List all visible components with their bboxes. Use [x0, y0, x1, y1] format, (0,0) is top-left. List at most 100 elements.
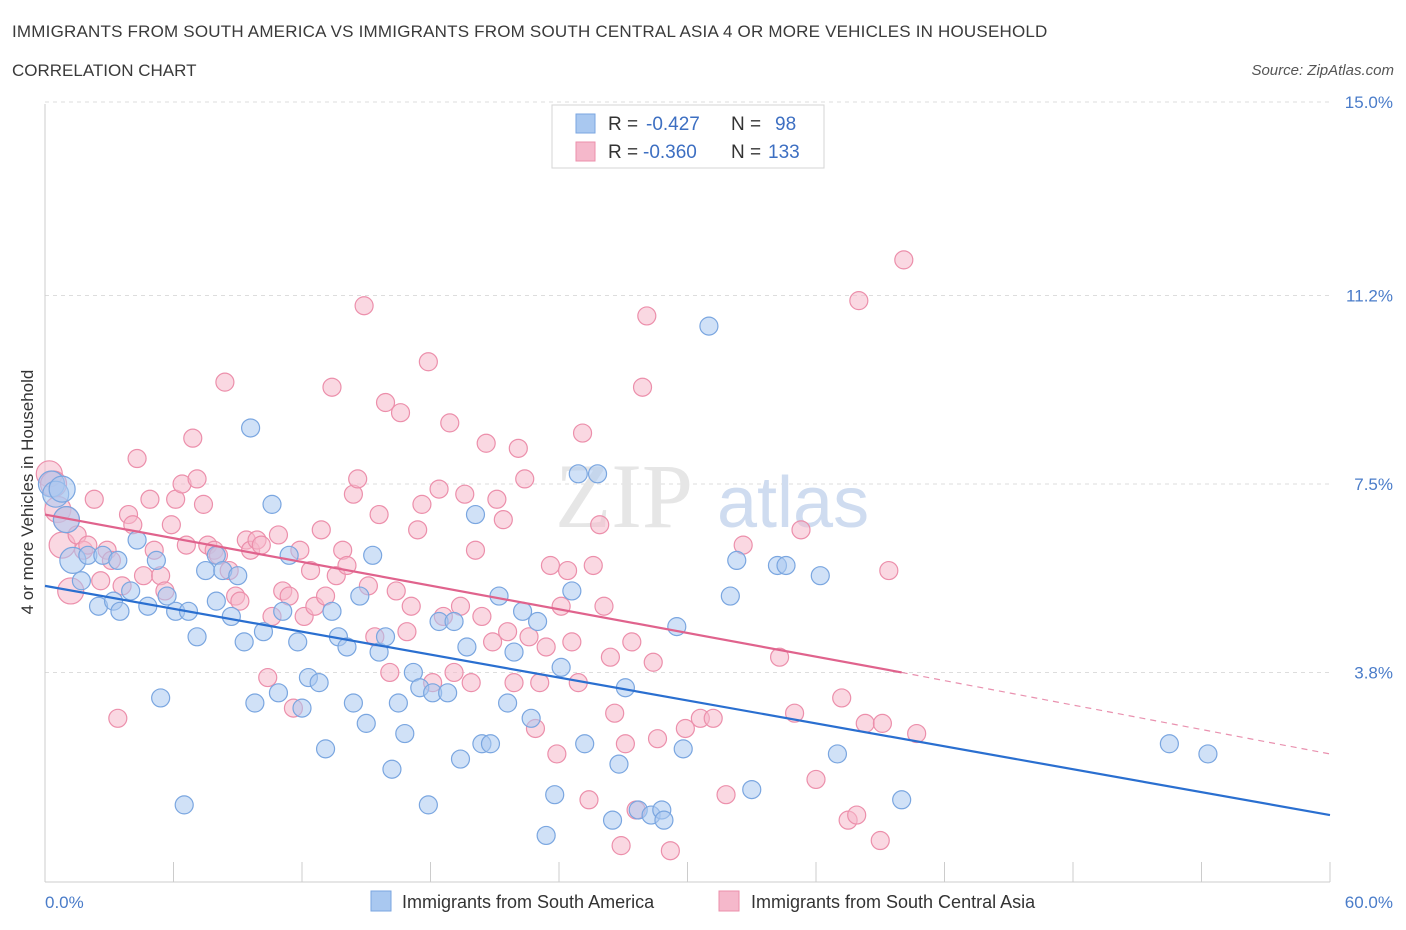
pink-point-70: [412, 494, 432, 514]
blue-point-58: [444, 611, 464, 632]
blue-point-27: [234, 632, 254, 652]
bottom-legend-label-pink: Immigrants from South Central Asia: [751, 892, 1036, 912]
blue-point-28: [241, 418, 261, 438]
blue-point-35: [288, 632, 308, 652]
y-tick-label-2: 11.2%: [1346, 287, 1393, 306]
blue-point-71: [545, 785, 565, 805]
pink-point-23: [161, 515, 181, 535]
blue-point-85: [673, 739, 693, 759]
blue-point-93: [827, 744, 848, 764]
blue-point-88: [727, 550, 747, 571]
blue-point-16: [157, 586, 177, 606]
blue-point-4: [71, 571, 92, 591]
blue-point-10: [108, 550, 128, 571]
blue-point-89: [742, 779, 762, 800]
pink-point-97: [557, 560, 578, 581]
legend-n-value-pink: 133: [768, 142, 800, 163]
pink-point-87: [504, 673, 524, 693]
blue-point-63: [480, 734, 501, 754]
blue-point-75: [575, 734, 595, 754]
pink-point-53: [322, 377, 342, 397]
pink-point-119: [716, 785, 736, 805]
legend-n-label-blue: N =: [731, 114, 761, 135]
blue-point-9: [110, 601, 130, 621]
blue-point-54: [418, 795, 438, 815]
blue-point-96: [1198, 744, 1218, 764]
pink-point-79: [461, 673, 481, 693]
blue-point-45: [356, 713, 376, 733]
pink-point-64: [380, 662, 400, 683]
pink-point-94: [540, 555, 561, 576]
pink-point-13: [108, 708, 128, 728]
blue-point-32: [268, 683, 289, 703]
grid-lines: [45, 101, 1330, 673]
blue-point-61: [465, 504, 486, 525]
pink-point-125: [832, 688, 852, 708]
pink-point-123: [791, 520, 811, 540]
pink-point-104: [594, 596, 614, 616]
pink-point-81: [472, 606, 492, 627]
blue-point-91: [776, 555, 796, 576]
legend-n-value-blue: 98: [775, 114, 796, 135]
blue-point-14: [146, 550, 166, 571]
pink-point-86: [498, 622, 518, 642]
pink-point-65: [386, 581, 406, 601]
pink-point-98: [562, 632, 582, 652]
blue-point-25: [221, 606, 241, 627]
pink-point-88: [508, 438, 528, 458]
pink-point-33: [215, 372, 235, 392]
bottom-legend-swatch-blue: [370, 890, 392, 912]
blue-point-43: [343, 693, 363, 713]
blue-point-24: [206, 591, 226, 611]
pink-point-90: [519, 627, 539, 647]
blue-point-94: [892, 790, 912, 810]
pink-point-121: [769, 647, 790, 667]
pink-point-105: [600, 647, 621, 667]
bottom-legend-swatch-pink: [718, 890, 740, 912]
pink-point-67: [397, 622, 417, 642]
pink-point-111: [632, 377, 653, 397]
blue-point-60: [457, 637, 477, 657]
pink-point-112: [637, 306, 657, 326]
pink-point-71: [418, 352, 438, 372]
blue-point-51: [395, 723, 415, 744]
pink-point-27: [183, 428, 203, 448]
blue-point-20: [187, 627, 207, 647]
pink-point-80: [465, 540, 486, 560]
pink-point-129: [870, 830, 890, 851]
pink-point-51: [311, 520, 331, 540]
blue-point-65: [498, 693, 518, 713]
blue-point-39: [315, 739, 336, 759]
pink-point-95: [547, 744, 567, 764]
blue-point-29: [245, 693, 265, 713]
blue-point-2: [52, 506, 81, 534]
blue-point-69: [527, 611, 548, 632]
blue-point-49: [382, 759, 402, 779]
x-tick-label-max: 60.0%: [1345, 893, 1393, 912]
pink-point-58: [348, 469, 368, 489]
y-axis-title: 4 or more Vehicles in Household: [18, 370, 37, 615]
pink-point-73: [429, 479, 449, 499]
blue-point-66: [504, 642, 524, 662]
pink-point-107: [611, 836, 631, 856]
pink-point-128: [855, 713, 875, 733]
blue-point-78: [609, 754, 629, 774]
blue-point-74: [568, 464, 588, 484]
pink-point-114: [647, 729, 668, 749]
pink-point-102: [583, 555, 603, 576]
pink-point-134: [894, 250, 914, 270]
top-legend-box: [551, 104, 825, 169]
pink-point-66: [390, 403, 411, 423]
blue-point-33: [273, 601, 293, 621]
pink-point-116: [675, 718, 695, 739]
bottom-legend-label-blue: Immigrants from South America: [402, 892, 655, 912]
pink-point-76: [444, 662, 464, 683]
tick-labels: 3.8% 7.5% 11.2% 15.0% 0.0% 60.0%: [45, 93, 1393, 912]
blue-point-77: [602, 810, 623, 830]
pink-point-10: [91, 571, 111, 591]
pink-trend-extension: [901, 671, 1331, 755]
legend-n-label-pink: N =: [731, 142, 761, 163]
blue-point-31: [262, 494, 282, 514]
blue-series-points: [37, 316, 1218, 846]
